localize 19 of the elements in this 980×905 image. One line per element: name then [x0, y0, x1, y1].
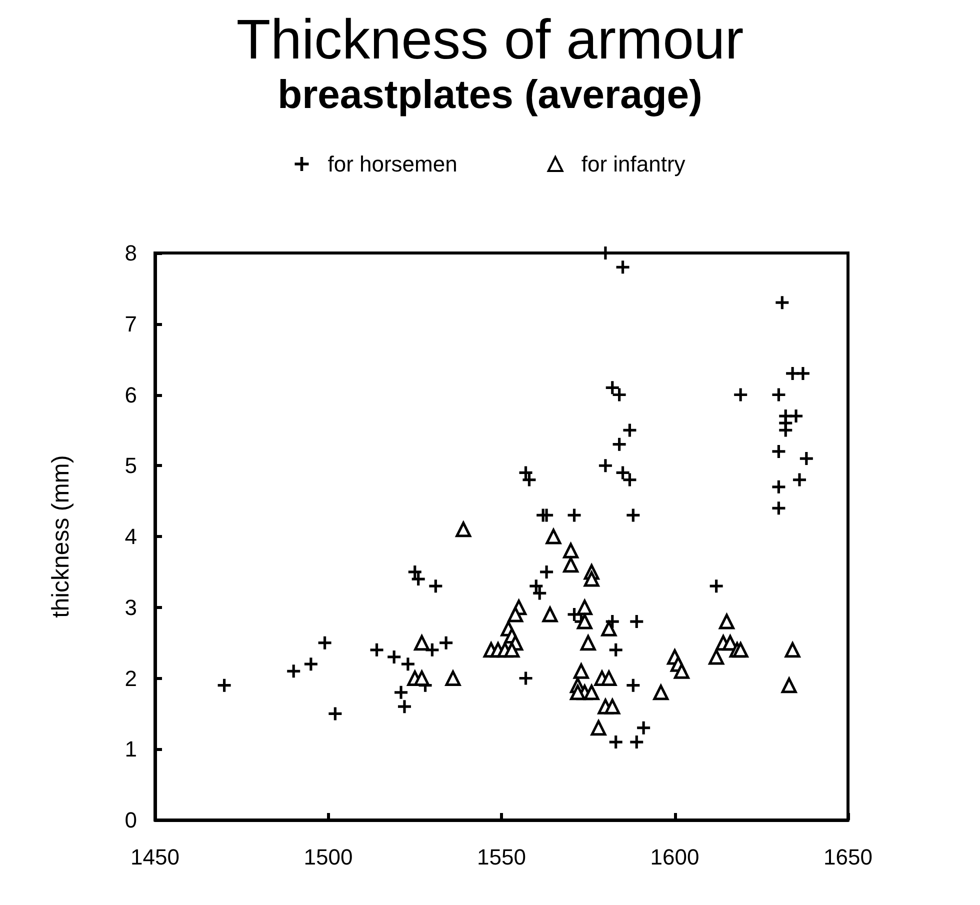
- legend-label: for infantry: [581, 152, 686, 176]
- y-axis-title: thickness (mm): [48, 455, 74, 618]
- x-tick-label: 1650: [824, 844, 872, 870]
- y-tick-label: 3: [124, 594, 137, 620]
- y-tick-label: 7: [124, 311, 137, 336]
- x-tick-label: 1600: [650, 844, 700, 870]
- chart-subtitle: breastplates (average): [278, 73, 702, 117]
- y-tick-label: 2: [124, 666, 137, 691]
- x-tick-label: 1450: [130, 844, 180, 870]
- x-tick-label: 1500: [304, 844, 353, 870]
- y-tick-label: 5: [124, 453, 137, 478]
- y-tick-label: 4: [124, 524, 137, 549]
- y-tick-label: 1: [124, 736, 137, 762]
- y-tick-label: 6: [124, 382, 137, 408]
- chart-title: Thickness of armour: [236, 8, 744, 70]
- y-tick-label: 0: [124, 808, 137, 832]
- legend-label: for horsemen: [328, 152, 458, 176]
- x-tick-label: 1550: [477, 844, 526, 870]
- y-tick-label: 8: [124, 240, 137, 266]
